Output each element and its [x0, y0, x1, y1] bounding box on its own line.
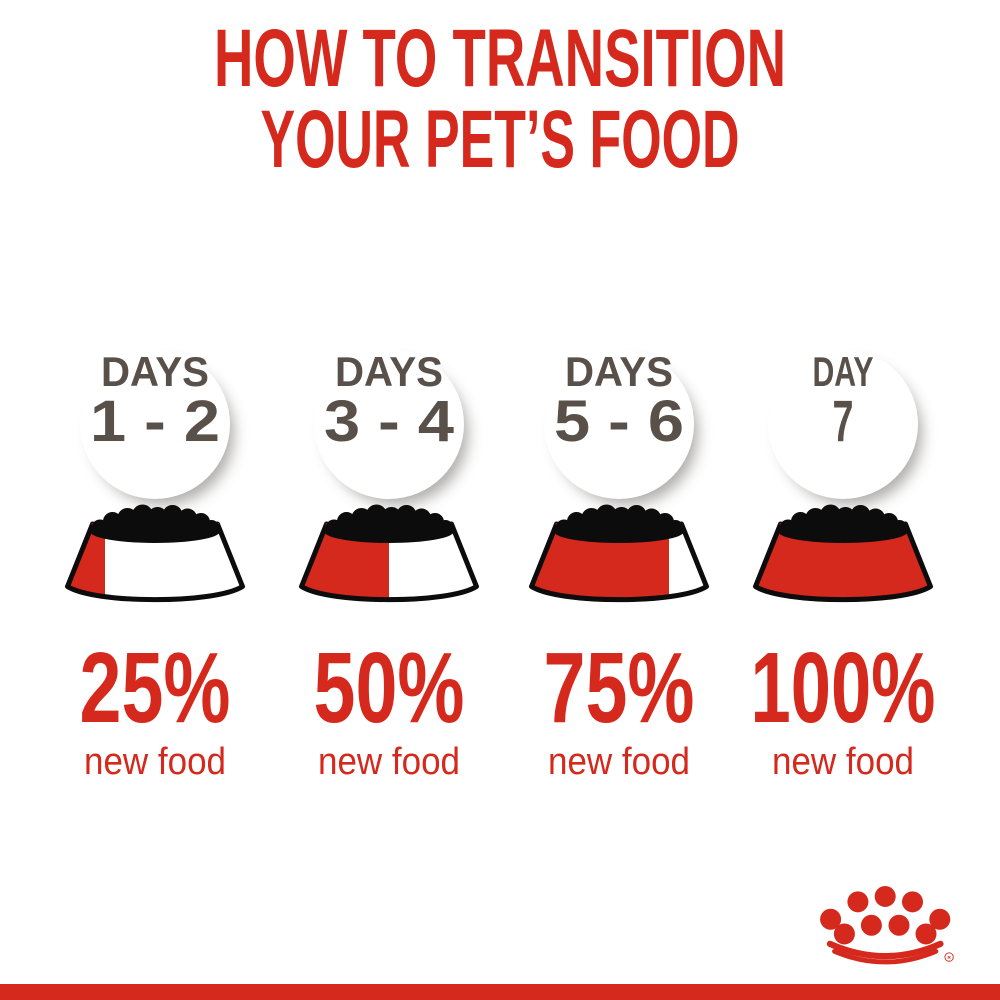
svg-text:50%: 50%: [314, 632, 465, 744]
svg-text:new food: new food: [84, 741, 226, 783]
svg-text:7: 7: [833, 389, 854, 454]
svg-text:3 - 4: 3 - 4: [324, 389, 454, 454]
svg-text:HOW TO TRANSITION: HOW TO TRANSITION: [214, 13, 786, 104]
svg-text:new food: new food: [318, 741, 460, 783]
svg-text:new food: new food: [772, 741, 914, 783]
svg-text:1 - 2: 1 - 2: [90, 389, 220, 454]
svg-text:R: R: [947, 955, 951, 960]
svg-text:25%: 25%: [80, 632, 231, 744]
svg-text:YOUR PET’S FOOD: YOUR PET’S FOOD: [261, 94, 740, 180]
svg-text:75%: 75%: [544, 632, 695, 744]
svg-text:100%: 100%: [751, 632, 936, 744]
svg-text:new food: new food: [548, 741, 690, 783]
svg-text:5 - 6: 5 - 6: [554, 389, 684, 454]
